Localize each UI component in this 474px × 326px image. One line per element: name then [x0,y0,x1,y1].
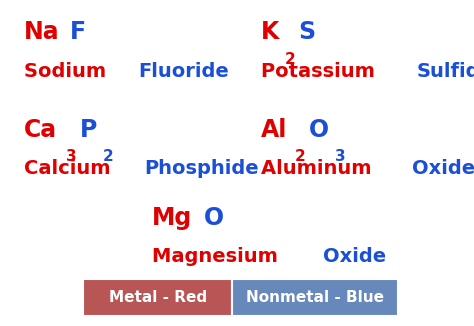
Bar [83,279,232,316]
Text: Calcium: Calcium [24,159,117,178]
Text: Sodium: Sodium [24,62,113,81]
Text: Metal - Red: Metal - Red [109,290,207,305]
Text: 2: 2 [102,149,113,164]
Text: Ca: Ca [24,118,57,142]
Text: 2: 2 [295,149,305,164]
Text: Na: Na [24,20,59,44]
Text: 3: 3 [66,149,77,164]
Text: S: S [298,20,315,44]
Text: K: K [261,20,279,44]
Text: 3: 3 [335,149,345,164]
Text: P: P [80,118,98,142]
Text: Aluminum: Aluminum [261,159,378,178]
Text: Oxide: Oxide [323,247,386,266]
Text: Potassium: Potassium [261,62,381,81]
Text: Mg: Mg [152,206,192,230]
Text: Magnesium: Magnesium [152,247,284,266]
Text: Sulfide: Sulfide [416,62,474,81]
Text: O: O [204,206,224,230]
Text: F: F [70,20,86,44]
Text: O: O [309,118,329,142]
Text: 2: 2 [284,52,295,67]
Text: Phosphide: Phosphide [144,159,259,178]
Text: Oxide: Oxide [412,159,474,178]
Text: Fluoride: Fluoride [138,62,229,81]
Text: Al: Al [261,118,287,142]
Text: Nonmetal - Blue: Nonmetal - Blue [246,290,384,305]
Bar [232,279,398,316]
